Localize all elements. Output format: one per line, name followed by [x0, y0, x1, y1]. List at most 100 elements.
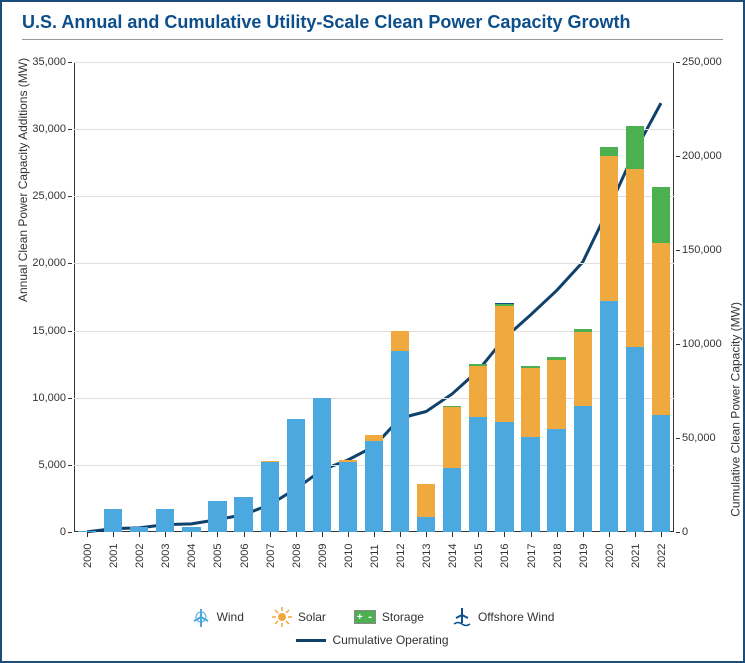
- xtick-mark: [531, 532, 532, 537]
- bar-seg-wind: [469, 417, 487, 532]
- xtick-mark: [635, 532, 636, 537]
- bar-seg-solar: [574, 332, 592, 406]
- xtick-label: 2016: [499, 544, 511, 568]
- xtick-mark: [374, 532, 375, 537]
- bar-group: [417, 484, 435, 532]
- xtick-mark: [400, 532, 401, 537]
- bar-seg-wind: [130, 527, 148, 532]
- bar-seg-wind: [391, 351, 409, 532]
- xtick-mark: [270, 532, 271, 537]
- bar-group: [182, 527, 200, 532]
- ytick-left: 0: [11, 526, 66, 538]
- bar-seg-storage: [600, 147, 618, 156]
- bar-group: [652, 187, 670, 532]
- gridline: [74, 62, 674, 63]
- ytick-right: 100,000: [682, 338, 737, 350]
- xtick-label: 2013: [421, 544, 433, 568]
- xtick-mark: [87, 532, 88, 537]
- legend: Wind Solar + - Storage Offshore Wind: [2, 607, 743, 647]
- bar-seg-wind: [521, 437, 539, 532]
- ytick-left: 30,000: [11, 123, 66, 135]
- bar-group: [495, 303, 513, 532]
- bar-seg-storage: [652, 187, 670, 243]
- legend-item-wind: Wind: [191, 607, 244, 627]
- xtick-label: 2011: [369, 544, 381, 568]
- xtick-label: 2006: [239, 544, 251, 568]
- gridline: [74, 196, 674, 197]
- bar-seg-wind: [208, 501, 226, 532]
- xtick-label: 2019: [578, 544, 590, 568]
- bar-seg-solar: [652, 243, 670, 415]
- ytick-left: 5,000: [11, 459, 66, 471]
- xtick-mark: [504, 532, 505, 537]
- legend-item-offshore-wind: Offshore Wind: [452, 607, 554, 627]
- bar-group: [234, 497, 252, 532]
- bar-seg-storage: [626, 126, 644, 169]
- ytick-right: 200,000: [682, 150, 737, 162]
- bar-seg-solar: [495, 306, 513, 421]
- bar-seg-solar: [469, 366, 487, 417]
- bar-group: [626, 126, 644, 532]
- bar-seg-wind: [495, 422, 513, 532]
- bar-seg-wind: [626, 347, 644, 532]
- xtick-label: 2000: [82, 544, 94, 568]
- xtick-mark: [478, 532, 479, 537]
- bar-group: [600, 147, 618, 532]
- ytick-right: 0: [682, 526, 737, 538]
- bar-seg-wind: [182, 527, 200, 532]
- bar-seg-wind: [365, 441, 383, 532]
- bar-group: [261, 461, 279, 532]
- legend-label-cumulative: Cumulative Operating: [332, 633, 448, 647]
- ytick-left: 25,000: [11, 190, 66, 202]
- bar-group: [521, 366, 539, 533]
- legend-row-line: Cumulative Operating: [296, 633, 448, 647]
- bar-seg-wind: [234, 497, 252, 532]
- xtick-label: 2001: [108, 544, 120, 568]
- bar-seg-storage: [547, 357, 565, 360]
- xtick-mark: [583, 532, 584, 537]
- bar-group: [78, 531, 96, 532]
- legend-label-solar: Solar: [298, 610, 326, 624]
- xtick-label: 2004: [186, 544, 198, 568]
- bar-seg-solar: [261, 461, 279, 462]
- xtick-mark: [426, 532, 427, 537]
- bar-group: [130, 527, 148, 532]
- ytick-left: 20,000: [11, 257, 66, 269]
- legend-label-offshore: Offshore Wind: [478, 610, 554, 624]
- xtick-label: 2022: [656, 544, 668, 568]
- xtick-mark: [217, 532, 218, 537]
- xtick-mark: [113, 532, 114, 537]
- solar-icon: [272, 607, 292, 627]
- bar-group: [365, 435, 383, 532]
- bar-group: [156, 509, 174, 532]
- chart-title: U.S. Annual and Cumulative Utility-Scale…: [22, 12, 723, 40]
- bar-group: [443, 406, 461, 532]
- bar-seg-storage: [574, 329, 592, 332]
- bar-seg-storage: [443, 406, 461, 407]
- offshore-wind-icon: [452, 607, 472, 627]
- xtick-label: 2002: [134, 544, 146, 568]
- bar-seg-wind: [156, 509, 174, 532]
- bar-group: [391, 331, 409, 532]
- bar-seg-wind: [287, 419, 305, 532]
- legend-label-wind: Wind: [217, 610, 244, 624]
- bar-seg-storage: [521, 366, 539, 369]
- xtick-label: 2008: [291, 544, 303, 568]
- legend-item-storage: + - Storage: [354, 610, 424, 624]
- xtick-mark: [191, 532, 192, 537]
- bar-seg-solar: [600, 156, 618, 301]
- xtick-mark: [661, 532, 662, 537]
- ytick-left: 15,000: [11, 325, 66, 337]
- xtick-mark: [557, 532, 558, 537]
- bar-seg-wind: [652, 415, 670, 532]
- xtick-label: 2003: [160, 544, 172, 568]
- bar-group: [208, 501, 226, 532]
- xtick-label: 2005: [212, 544, 224, 568]
- gridline: [74, 263, 674, 264]
- bar-group: [104, 509, 122, 532]
- bar-group: [313, 398, 331, 532]
- legend-label-storage: Storage: [382, 610, 424, 624]
- bar-seg-wind: [339, 462, 357, 532]
- bar-seg-solar: [417, 484, 435, 518]
- bar-group: [547, 357, 565, 532]
